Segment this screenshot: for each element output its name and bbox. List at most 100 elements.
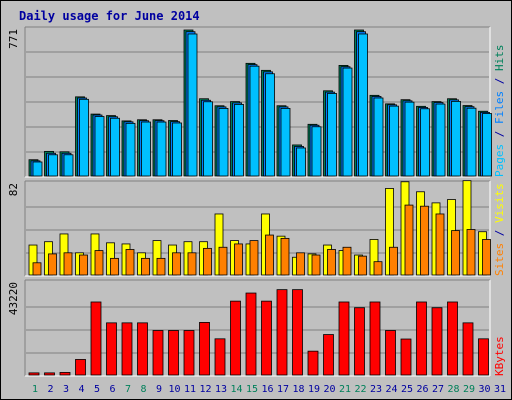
bar-sites-day-18	[296, 252, 305, 276]
x-tick-day-16: 16	[261, 384, 273, 395]
legend-entry: /	[493, 124, 506, 144]
bar-sites-day-13	[218, 246, 228, 276]
bar-sites-day-11	[187, 252, 197, 276]
bar-pages-day-20	[327, 93, 337, 177]
bar-sites-day-4	[79, 254, 88, 276]
bar-kbytes-day-12	[199, 322, 210, 376]
x-tick-day-10: 10	[168, 384, 180, 395]
bar-kbytes-day-7	[121, 322, 133, 376]
bar-kbytes-day-2	[44, 372, 55, 376]
bar-sites-day-22	[358, 255, 367, 276]
bar-kbytes-day-3	[59, 372, 71, 376]
x-tick-day-1: 1	[32, 384, 38, 395]
bar-kbytes-day-17	[276, 289, 288, 376]
bar-pages-day-18	[296, 147, 306, 177]
bar-sites-day-23	[373, 261, 383, 276]
legend-label-visits-sites: Sites / Visits	[493, 183, 506, 276]
x-tick-day-6: 6	[109, 384, 115, 395]
legend-entry: /	[493, 223, 506, 243]
bar-kbytes-day-26	[416, 301, 427, 376]
bar-kbytes-day-23	[369, 301, 381, 376]
bar-pages-day-6	[110, 117, 120, 177]
bar-kbytes-day-1	[28, 372, 40, 376]
x-tick-day-21: 21	[339, 384, 351, 395]
bar-kbytes-day-25	[400, 338, 412, 376]
x-tick-day-29: 29	[463, 384, 475, 395]
x-tick-day-24: 24	[385, 384, 397, 395]
bar-kbytes-day-21	[338, 301, 350, 376]
bar-pages-day-4	[79, 98, 89, 177]
bar-sites-day-9	[156, 257, 166, 276]
bar-sites-day-26	[420, 205, 429, 276]
bar-kbytes-day-20	[323, 334, 334, 376]
x-tick-day-11: 11	[184, 384, 196, 395]
bar-sites-day-7	[125, 249, 135, 276]
bar-sites-day-16	[265, 234, 274, 276]
legend-entry: Sites	[493, 243, 506, 276]
x-tick-day-9: 9	[156, 384, 162, 395]
bar-sites-day-6	[110, 257, 119, 276]
bar-kbytes-day-11	[183, 330, 195, 376]
bar-pages-day-23	[373, 97, 384, 177]
bar-pages-day-22	[358, 33, 368, 177]
bar-sites-day-5	[94, 250, 104, 276]
x-tick-day-18: 18	[292, 384, 304, 395]
bar-pages-day-15	[249, 65, 260, 177]
x-tick-day-13: 13	[215, 384, 227, 395]
bar-kbytes-day-15	[245, 292, 257, 376]
x-tick-day-19: 19	[308, 384, 320, 395]
legend-entry: Visits	[493, 183, 506, 223]
bar-pages-day-7	[125, 122, 136, 177]
bar-sites-day-20	[327, 249, 336, 276]
bar-sites-day-3	[63, 252, 73, 276]
bar-pages-day-28	[451, 100, 461, 177]
bar-kbytes-day-13	[214, 338, 226, 376]
x-tick-day-3: 3	[63, 384, 69, 395]
bar-pages-day-5	[94, 116, 105, 177]
chart-title: Daily usage for June 2014	[19, 9, 200, 23]
legend-label-hits-files-pages: Pages / Files / Hits	[493, 45, 506, 178]
bar-sites-day-14	[234, 243, 243, 276]
x-tick-day-30: 30	[478, 384, 490, 395]
bar-kbytes-day-4	[75, 359, 86, 376]
bar-kbytes-day-9	[152, 330, 164, 376]
bar-pages-day-30	[482, 113, 492, 177]
x-tick-day-28: 28	[447, 384, 459, 395]
bar-pages-day-14	[234, 104, 244, 177]
bar-kbytes-day-10	[168, 330, 179, 376]
legend-entry: Files	[493, 91, 506, 124]
bar-sites-day-30	[482, 239, 491, 276]
y-max-label-visits-sites: 82	[7, 183, 20, 196]
y-max-label-hits-files-pages: 771	[7, 29, 20, 49]
x-tick-day-23: 23	[370, 384, 382, 395]
bar-pages-day-8	[141, 121, 151, 177]
bar-pages-day-25	[404, 101, 415, 177]
x-tick-day-26: 26	[416, 384, 428, 395]
bar-sites-day-8	[141, 257, 150, 276]
bar-sites-day-15	[249, 240, 259, 276]
x-tick-day-14: 14	[230, 384, 242, 395]
bar-sites-day-25	[404, 204, 414, 276]
bar-pages-day-27	[435, 103, 446, 177]
bar-sites-day-2	[48, 253, 57, 276]
legend-label-kbytes: KBytes	[493, 336, 506, 376]
bar-pages-day-17	[280, 107, 291, 177]
x-tick-day-8: 8	[140, 384, 146, 395]
x-tick-day-7: 7	[125, 384, 131, 395]
y-max-label-kbytes: 43220	[7, 282, 20, 315]
bar-pages-day-9	[156, 121, 167, 177]
x-tick-day-27: 27	[432, 384, 444, 395]
bar-sites-day-28	[451, 230, 460, 276]
legend-entry: Pages	[493, 144, 506, 177]
bar-pages-day-3	[63, 154, 74, 177]
bar-sites-day-19	[311, 254, 321, 276]
bar-sites-day-10	[172, 252, 181, 276]
bar-sites-day-29	[466, 229, 476, 276]
bar-pages-day-16	[265, 73, 275, 177]
bar-pages-day-29	[466, 107, 477, 177]
bar-sites-day-17	[280, 237, 290, 276]
x-tick-day-15: 15	[246, 384, 258, 395]
bar-kbytes-day-14	[230, 300, 241, 376]
bar-pages-day-1	[32, 161, 43, 177]
